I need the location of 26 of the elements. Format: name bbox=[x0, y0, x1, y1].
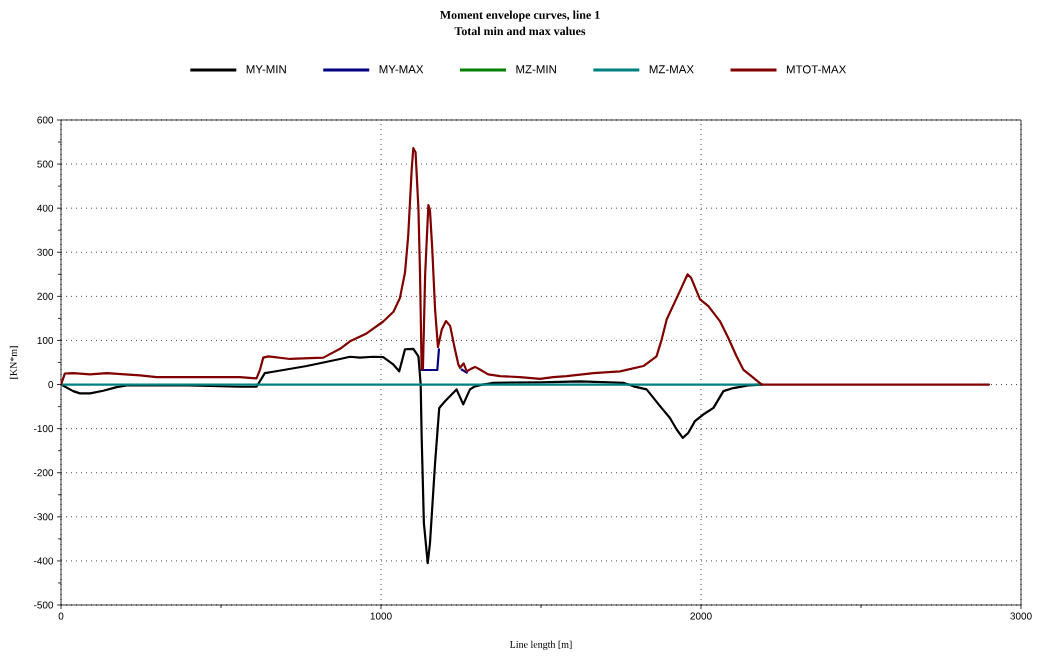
line-series bbox=[61, 147, 991, 386]
y-tick-label: -500 bbox=[33, 601, 54, 609]
legend-label: MY-MIN bbox=[246, 65, 286, 74]
legend-label: MTOT-MAX bbox=[786, 65, 847, 74]
x-tick-label: 2000 bbox=[690, 612, 712, 620]
x-tick-label: 0 bbox=[58, 612, 64, 620]
x-axis-title: Line length [m] bbox=[510, 640, 572, 650]
legend-label: MY-MAX bbox=[379, 65, 424, 74]
y-tick-label: 100 bbox=[37, 336, 54, 344]
y-axis-title: [KN*m] bbox=[9, 346, 19, 379]
y-tick-label: -400 bbox=[33, 557, 54, 565]
x-tick-label: 3000 bbox=[1010, 612, 1032, 620]
y-tick-label: 200 bbox=[37, 292, 54, 300]
y-tick-label: -100 bbox=[33, 425, 54, 433]
y-tick-label: 0 bbox=[48, 381, 54, 389]
y-tick-label: 300 bbox=[37, 248, 54, 256]
y-tick-label: 500 bbox=[37, 160, 54, 168]
y-tick-label: 400 bbox=[37, 204, 54, 212]
x-tick-label: 1000 bbox=[370, 612, 392, 620]
chart-title: Moment envelope curves, line 1 bbox=[440, 10, 600, 22]
chart-subtitle: Total min and max values bbox=[454, 26, 586, 36]
legend-label: MZ-MIN bbox=[516, 65, 556, 74]
y-tick-label: -200 bbox=[33, 469, 54, 477]
legend-label: MZ-MAX bbox=[649, 65, 694, 74]
y-tick-label: 600 bbox=[37, 116, 54, 124]
y-tick-label: -300 bbox=[33, 513, 54, 521]
